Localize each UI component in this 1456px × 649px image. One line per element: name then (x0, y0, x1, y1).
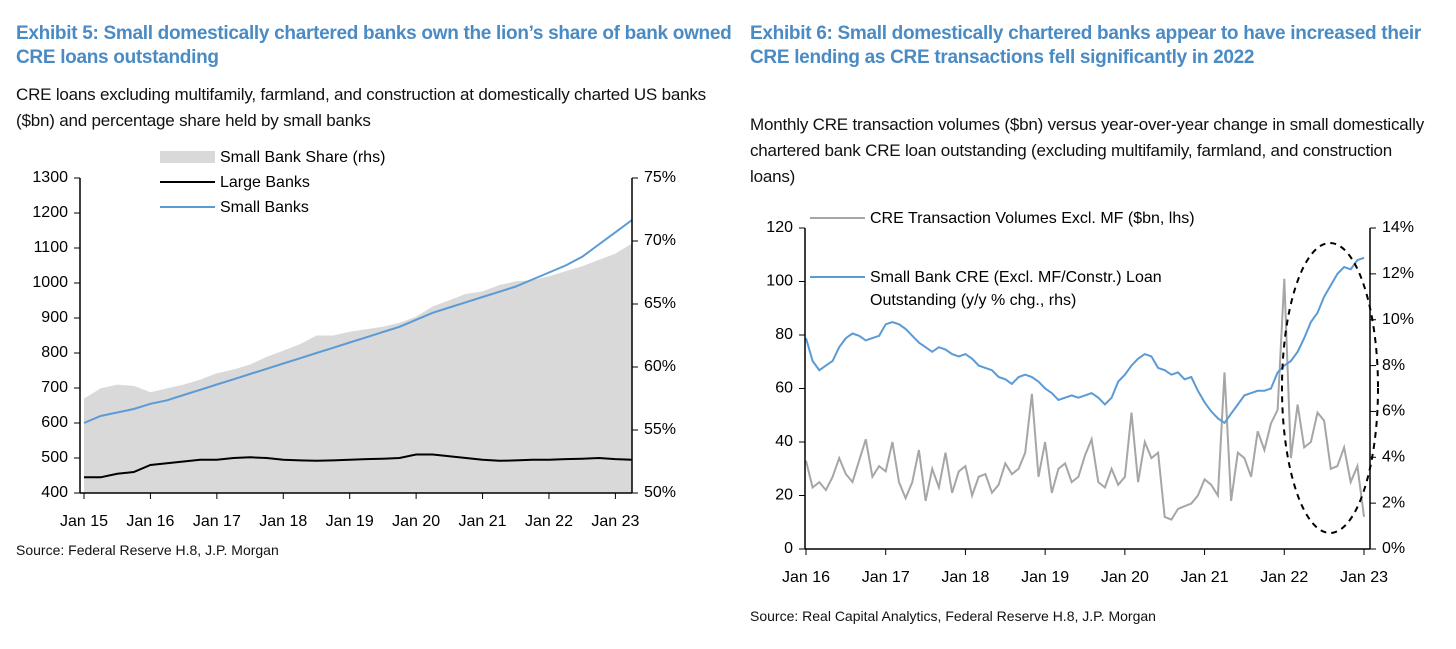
y2-tick-label: 2% (1382, 494, 1405, 511)
chart-title: Exhibit 6: Small domestically chartered … (750, 23, 1421, 68)
y-tick-label: 1300 (32, 169, 68, 186)
line (84, 453, 633, 479)
y2-tick-label: 12% (1382, 265, 1414, 282)
x-tick-label: Jan 15 (60, 513, 108, 530)
x-tick-label: Jan 17 (193, 513, 241, 530)
y-tick-label: 500 (41, 449, 68, 466)
chart-subtitle: CRE loans excluding multifamily, farmlan… (16, 85, 706, 130)
y-tick-label: 20 (775, 487, 793, 504)
legend-label: Large Banks (220, 174, 310, 191)
x-tick-label: Jan 22 (1260, 569, 1308, 586)
y2-tick-label: 65% (644, 295, 676, 312)
x-tick-label: Jan 16 (126, 513, 174, 530)
highlight-ellipse (1281, 242, 1379, 534)
y2-tick-label: 70% (644, 232, 676, 249)
y-tick-label: 800 (41, 344, 68, 361)
legend-label: CRE Transaction Volumes Excl. MF ($bn, l… (870, 210, 1195, 227)
y-tick-label: 700 (41, 379, 68, 396)
y-tick-label: 40 (775, 433, 793, 450)
y-tick-label: 1000 (32, 274, 68, 291)
y-tick-label: 1100 (34, 239, 69, 256)
y2-tick-label: 4% (1382, 449, 1405, 466)
y-tick-label: 100 (766, 273, 793, 290)
y-tick-label: 80 (775, 326, 793, 343)
chart-subtitle: Monthly CRE transaction volumes ($bn) ve… (750, 115, 1425, 186)
y2-tick-label: 14% (1382, 219, 1414, 236)
x-tick-label: Jan 19 (1021, 569, 1069, 586)
x-tick-label: Jan 16 (782, 569, 830, 586)
y-tick-label: 60 (775, 380, 793, 397)
legend-label: Small Bank Share (rhs) (220, 149, 386, 166)
legend-label: Small Bank CRE (Excl. MF/Constr.) Loan O… (870, 269, 1162, 309)
y2-tick-label: 75% (644, 169, 676, 186)
area (84, 243, 632, 493)
line (83, 219, 633, 424)
y2-tick-label: 8% (1382, 357, 1405, 374)
x-tick-label: Jan 23 (1340, 569, 1388, 586)
x-tick-label: Jan 20 (392, 513, 440, 530)
y-tick-label: 120 (766, 219, 793, 236)
y2-tick-label: 6% (1382, 403, 1405, 420)
source: Source: Real Capital Analytics, Federal … (750, 608, 1156, 624)
y2-tick-label: 60% (644, 358, 676, 375)
legend-label: Small Banks (220, 199, 309, 216)
y2-tick-label: 55% (644, 421, 676, 438)
y2-tick-label: 50% (644, 484, 676, 501)
x-tick-label: Jan 21 (1181, 569, 1229, 586)
x-tick-label: Jan 23 (591, 513, 639, 530)
x-tick-label: Jan 21 (459, 513, 507, 530)
y-tick-label: 1200 (32, 204, 68, 221)
y2-tick-label: 10% (1382, 311, 1414, 328)
x-tick-label: Jan 18 (941, 569, 989, 586)
y-tick-label: 0 (784, 540, 793, 557)
line (805, 256, 1365, 425)
x-tick-label: Jan 17 (862, 569, 910, 586)
x-tick-label: Jan 20 (1101, 569, 1149, 586)
x-tick-label: Jan 19 (326, 513, 374, 530)
y2-tick-label: 0% (1382, 540, 1405, 557)
x-tick-label: Jan 18 (259, 513, 307, 530)
line (805, 278, 1365, 521)
chart-title: Exhibit 5: Small domestically chartered … (16, 23, 732, 68)
y-tick-label: 600 (41, 414, 68, 431)
source: Source: Federal Reserve H.8, J.P. Morgan (16, 542, 279, 558)
legend-swatch (160, 151, 215, 163)
x-tick-label: Jan 22 (525, 513, 573, 530)
y-tick-label: 900 (41, 309, 68, 326)
y-tick-label: 400 (41, 484, 68, 501)
